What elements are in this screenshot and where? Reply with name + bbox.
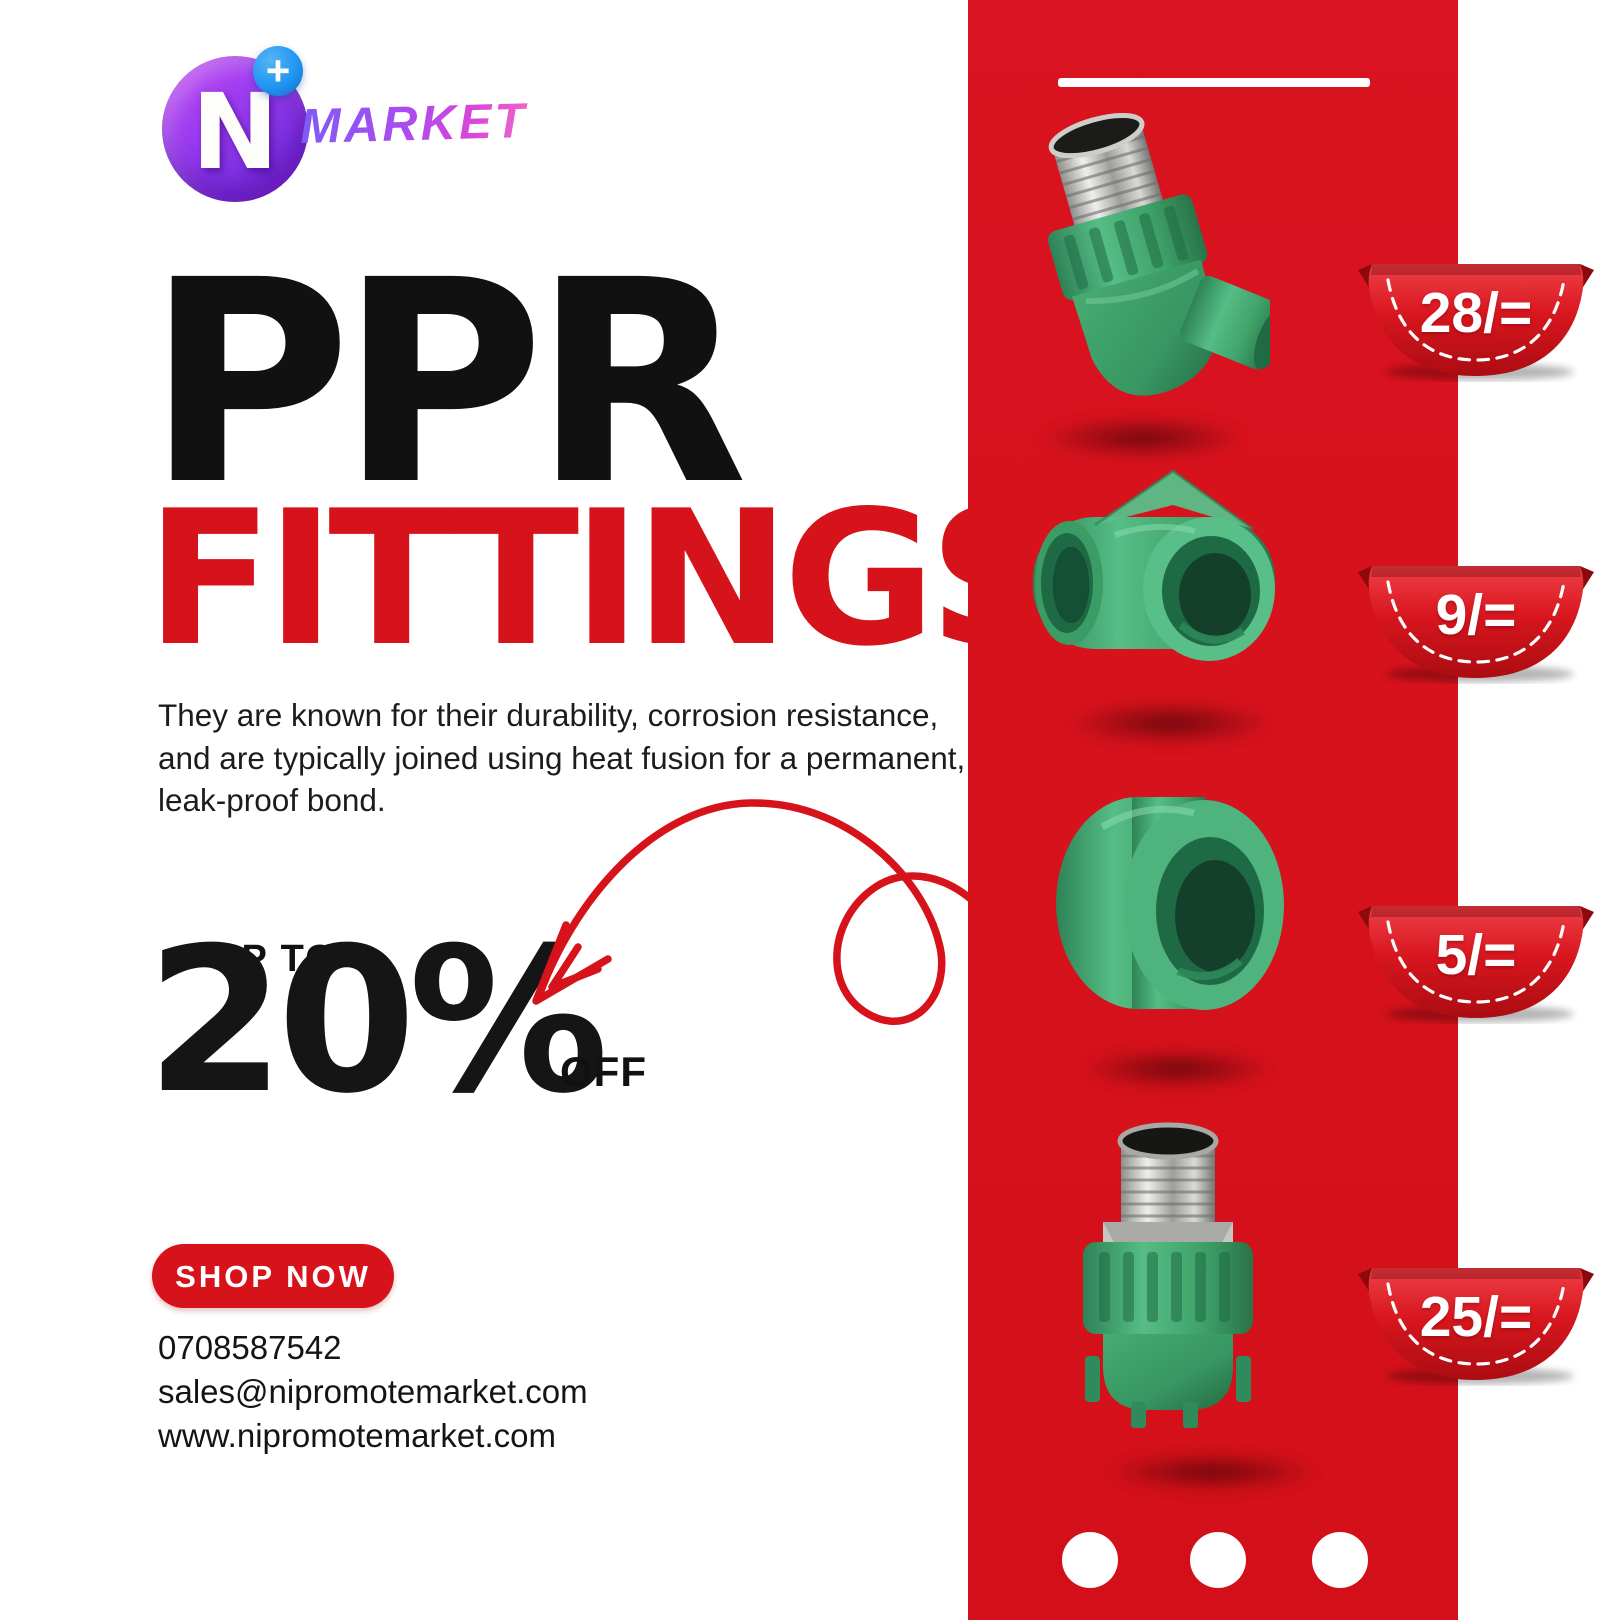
brand-logo: N + MARKET [152,38,632,208]
logo-plus-icon: + [253,46,303,96]
product-shadow [1040,416,1245,460]
product-shadow [1080,1048,1275,1090]
carousel-dot[interactable] [1062,1532,1118,1588]
curved-arrow-icon [532,799,976,1025]
price-badge: 25/= [1358,1262,1594,1386]
contact-website: www.nipromotemarket.com [158,1417,556,1454]
price-label: 5/= [1435,923,1517,987]
price-badge-ribbon-icon [1358,1268,1594,1384]
price-badge: 9/= [1358,560,1594,684]
ppr-equal-tee-image [1033,469,1275,661]
product-shadow [1065,700,1275,746]
price-badge: 5/= [1358,900,1594,1024]
product-shadow [1105,1452,1320,1492]
shop-now-button[interactable]: SHOP NOW [152,1244,394,1308]
promo-percent: 20% [146,905,609,1138]
contact-email: sales@nipromotemarket.com [158,1373,588,1410]
carousel-dot[interactable] [1312,1532,1368,1588]
ppr-male-threaded-elbow-image [1047,112,1270,396]
shop-now-label: SHOP NOW [175,1259,371,1294]
title-ppr: PPR [146,221,748,547]
title-fittings: FITTINGS [146,470,1063,687]
decorative-top-line [1058,78,1370,87]
price-badge-ribbon-icon [1358,264,1594,380]
promo-off: OFF [560,1048,647,1095]
price-label: 25/= [1419,1285,1533,1349]
description-text: They are known for their durability, cor… [158,697,966,818]
contact-block: 0708587542 sales@nipromotemarket.com www… [158,1326,588,1458]
price-badge-ribbon-icon [1358,906,1594,1022]
price-badge: 28/= [1358,258,1594,382]
carousel-dot[interactable] [1190,1532,1246,1588]
price-label: 9/= [1435,583,1517,647]
price-label: 28/= [1419,281,1533,345]
logo-market-text: MARKET [299,94,529,154]
contact-phone: 0708587542 [158,1329,342,1366]
price-badge-ribbon-icon [1358,566,1594,682]
ppr-end-cap-image [1056,797,1284,1010]
ppr-male-adapter-image [1083,1122,1253,1428]
promo-up-to: UP TO [212,938,337,980]
